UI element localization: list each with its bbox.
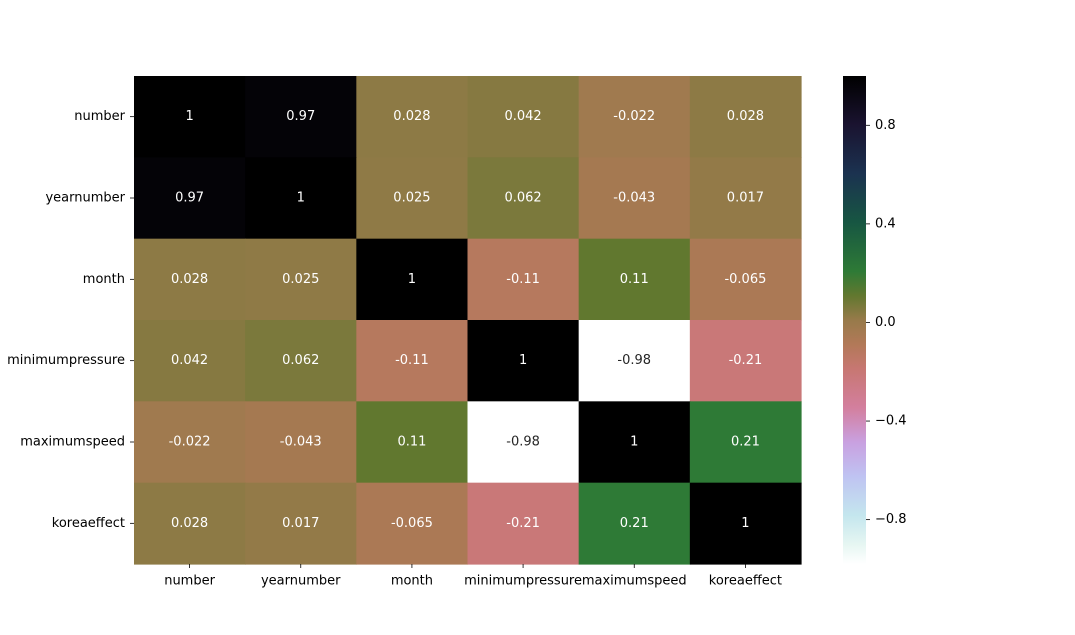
heatmap-cell	[467, 157, 580, 240]
heatmap-cell	[689, 401, 802, 484]
x-tick-label: number	[164, 574, 215, 589]
heatmap-cell	[245, 482, 357, 565]
cell-annotation: 1	[630, 435, 638, 450]
heatmap-cell	[356, 482, 469, 565]
cell-annotation: -0.11	[506, 272, 540, 287]
heatmap-cell	[578, 238, 691, 321]
cell-annotation: 0.11	[397, 435, 426, 450]
heatmap-cell	[356, 76, 469, 158]
cell-annotation: -0.98	[617, 353, 651, 368]
cell-annotation: 0.028	[727, 109, 764, 124]
cell-annotation: 1	[741, 516, 749, 531]
cell-annotation: 0.028	[171, 272, 208, 287]
cell-annotation: 0.017	[727, 191, 764, 206]
heatmap-cell	[245, 238, 357, 321]
heatmap-cell	[356, 401, 469, 484]
colorbar-tick-label: 0.8	[875, 118, 896, 133]
cell-annotation: 0.028	[171, 516, 208, 531]
heatmap-cell	[467, 401, 580, 484]
heatmap-cell	[134, 320, 246, 402]
heatmap-cell	[245, 76, 357, 158]
heatmap-cell	[245, 401, 357, 484]
x-tick-label: minimumpressure	[464, 574, 582, 589]
heatmap-cell	[245, 157, 357, 240]
heatmap-cell	[578, 157, 691, 240]
y-tick-label: minimumpressure	[7, 353, 125, 368]
colorbar-tick-label: 0.0	[875, 315, 896, 330]
cell-annotation: -0.21	[506, 516, 540, 531]
cell-annotation: 0.062	[282, 353, 319, 368]
cell-annotation: -0.98	[506, 435, 540, 450]
cell-annotation: 0.97	[286, 109, 315, 124]
heatmap-cell	[578, 482, 691, 565]
cell-annotation: -0.11	[395, 353, 429, 368]
y-axis-tick-labels: number yearnumber month minimumpressure maxi…	[7, 109, 134, 531]
cell-annotation: -0.022	[613, 109, 655, 124]
cell-annotation: 0.017	[282, 516, 319, 531]
cell-annotation: 1	[408, 272, 416, 287]
x-tick-label: maximumspeed	[582, 574, 687, 589]
cell-annotation: -0.043	[613, 191, 655, 206]
y-tick-label: yearnumber	[45, 191, 125, 206]
colorbar	[843, 76, 866, 564]
cell-annotation: 0.97	[175, 191, 204, 206]
heatmap-cell	[578, 320, 691, 402]
cell-annotation: 1	[519, 353, 527, 368]
y-tick-label: maximumspeed	[20, 435, 125, 450]
heatmap-cell	[134, 482, 246, 565]
cell-annotation: 1	[297, 191, 305, 206]
heatmap-cell	[578, 76, 691, 158]
heatmap-cell	[134, 157, 246, 240]
y-tick-label: month	[83, 272, 125, 287]
heatmap-cells	[134, 76, 802, 565]
y-tick-label: number	[74, 109, 125, 124]
heatmap-cell	[467, 320, 580, 402]
heatmap-cell	[689, 157, 802, 240]
x-tick-label: month	[391, 574, 433, 589]
colorbar-tick-label: −0.8	[875, 512, 907, 527]
cell-annotation: -0.022	[169, 435, 211, 450]
cell-annotation: 0.025	[393, 191, 430, 206]
cell-annotation: 0.042	[171, 353, 208, 368]
cell-annotation: -0.065	[391, 516, 433, 531]
heatmap-cell	[689, 320, 802, 402]
heatmap-cell	[134, 238, 246, 321]
x-tick-label: koreaeffect	[709, 574, 782, 589]
cell-annotation: 0.025	[282, 272, 319, 287]
cell-annotation: -0.065	[724, 272, 766, 287]
x-axis-tick-labels: number yearnumber month minimumpressure maxi…	[164, 564, 782, 589]
heatmap-cell	[245, 320, 357, 402]
cell-annotation: 0.042	[504, 109, 541, 124]
colorbar-tick-label: 0.4	[875, 216, 896, 231]
heatmap-cell	[134, 401, 246, 484]
y-tick-label: koreaeffect	[52, 516, 125, 531]
heatmap-cell	[578, 401, 691, 484]
cell-annotation: 0.21	[731, 435, 760, 450]
cell-annotation: -0.21	[729, 353, 763, 368]
heatmap-cell	[356, 157, 469, 240]
cell-annotation: 0.11	[620, 272, 649, 287]
heatmap-cell	[467, 482, 580, 565]
heatmap-cell	[467, 76, 580, 158]
heatmap-cell	[356, 320, 469, 402]
heatmap-cell	[467, 238, 580, 321]
x-tick-label: yearnumber	[261, 574, 341, 589]
cell-annotation: 0.028	[393, 109, 430, 124]
heatmap-cell	[689, 482, 802, 565]
cell-annotation: -0.043	[280, 435, 322, 450]
cell-annotation: 0.21	[620, 516, 649, 531]
heatmap-cell	[356, 238, 469, 321]
heatmap-cell	[689, 238, 802, 321]
colorbar-tick-label: −0.4	[875, 414, 907, 429]
colorbar-gradient	[843, 76, 866, 564]
heatmap-annotations: 1 0.97 0.028 0.042 -0.022 0.028 0.97 1 0.025 0.06…	[169, 109, 767, 531]
heatmap-cell	[134, 76, 246, 158]
heatmap-cell	[689, 76, 802, 158]
colorbar-ticks: 0.8 0.4 0.0 −0.4 −0.8	[866, 118, 907, 527]
cell-annotation: 0.062	[504, 191, 541, 206]
cell-annotation: 1	[185, 109, 193, 124]
